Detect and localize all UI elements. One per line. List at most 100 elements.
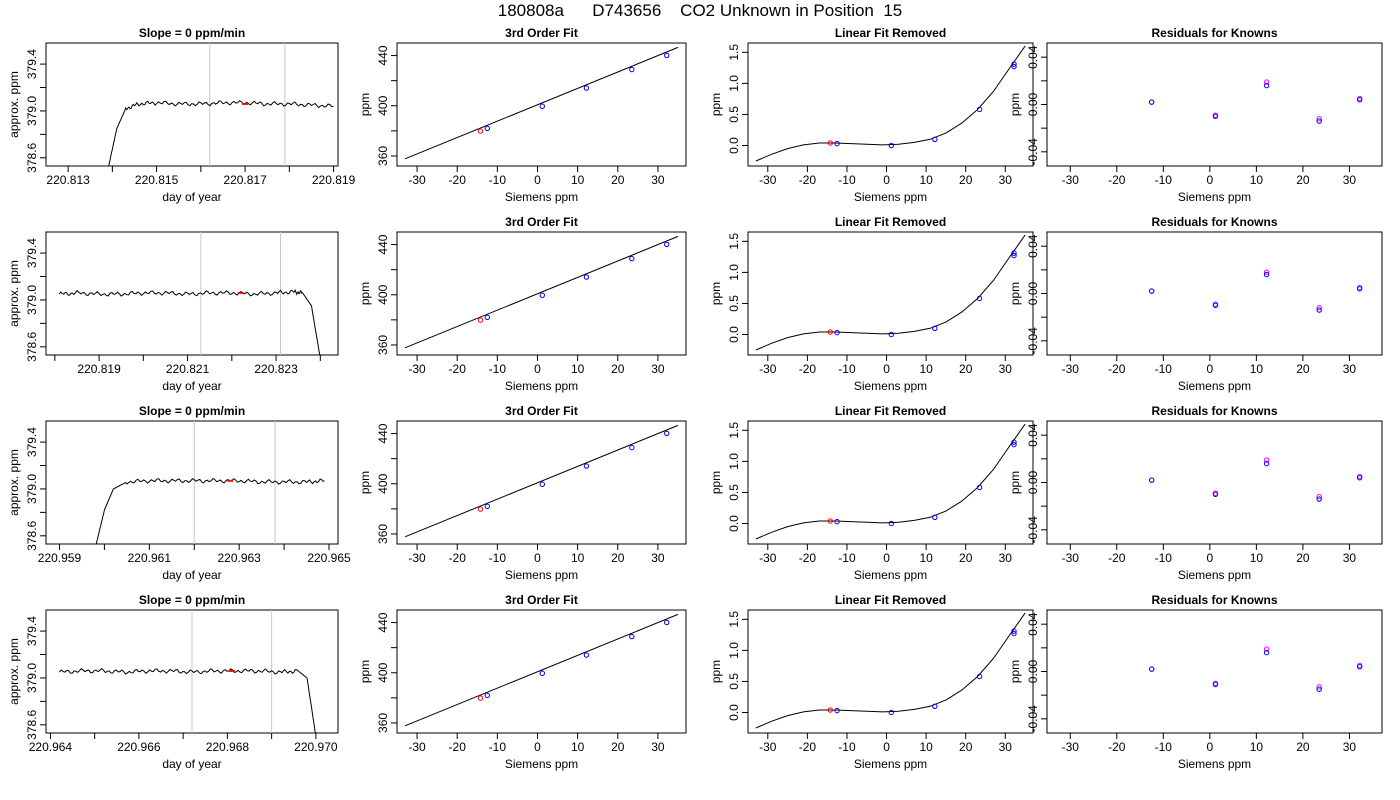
known-point (664, 619, 670, 626)
x-tick-label: 220.970 (294, 740, 338, 754)
panel-r2-c2: 3rd Order Fit -30 -20 -10 0 10 20 30 Siemens ppm… (358, 215, 687, 393)
x-axis-label: Siemens ppm (505, 190, 578, 204)
panel-title: 3rd Order Fit (505, 593, 578, 607)
x-axis-label: Siemens ppm (1178, 568, 1251, 582)
panel-title: Linear Fit Removed (835, 26, 946, 40)
panel-title: Residuals for Knowns (1151, 593, 1277, 607)
residual-point (1356, 664, 1363, 670)
y-tick-label: 0.5 (727, 295, 741, 312)
x-tick-label: 30 (999, 740, 1013, 754)
x-tick-label: 10 (1250, 362, 1264, 376)
plot-frame (396, 231, 687, 356)
known-point (484, 503, 491, 510)
residual-point (1316, 118, 1322, 124)
x-tick-label: 10 (571, 740, 585, 754)
x-tick-label: -20 (799, 362, 817, 376)
x-tick-label: -30 (1062, 740, 1080, 754)
x-tick-label: 20 (611, 551, 625, 565)
plot-frame (1046, 231, 1383, 356)
x-tick-label: 10 (919, 740, 933, 754)
y-axis-label: ppm (1008, 471, 1022, 494)
x-tick-label: -10 (838, 362, 856, 376)
y-tick-label: 400 (376, 473, 390, 493)
plot-area (404, 424, 679, 538)
plot-frame (1046, 420, 1383, 545)
y-tick-label: 379.0 (25, 663, 39, 693)
x-tick-label: 30 (651, 551, 665, 565)
y-tick-label: 1.0 (727, 75, 741, 92)
x-tick-label: -20 (799, 740, 817, 754)
y-tick-label: 378.6 (25, 142, 39, 172)
x-tick-label: 30 (651, 173, 665, 187)
panel-title: Residuals for Knowns (1151, 404, 1277, 418)
x-tick-label: 0 (1207, 173, 1214, 187)
x-tick-label: -30 (759, 740, 777, 754)
panel-r4-c4: Residuals for Knowns -30 -20 -10 0 10 20 30 Siem… (1008, 593, 1383, 771)
panel-r4-c2: 3rd Order Fit -30 -20 -10 0 10 20 30 Siemens ppm… (358, 593, 687, 771)
y-tick-label: 360 (376, 713, 390, 733)
panel-title: Linear Fit Removed (835, 215, 946, 229)
plot-area (1148, 646, 1363, 692)
x-tick-label: 0 (883, 173, 890, 187)
plot-area (755, 612, 1026, 729)
panel-r4-c3: Linear Fit Removed -30 -20 -10 0 10 20 30 Siemen… (709, 593, 1034, 771)
y-tick-label: 400 (376, 662, 390, 682)
panel-r2-c4: Residuals for Knowns -30 -20 -10 0 10 20 30 Siem… (1008, 215, 1383, 393)
fit-line (404, 46, 679, 160)
plot-area (1148, 457, 1363, 502)
x-tick-label: 20 (1296, 551, 1310, 565)
x-axis-label: Siemens ppm (854, 568, 927, 582)
residual-point (1263, 457, 1270, 463)
known-point (888, 331, 894, 338)
y-axis-label: ppm (1008, 660, 1022, 683)
x-tick-label: 20 (1296, 173, 1310, 187)
known-point (1011, 441, 1017, 448)
x-axis-label: day of year (162, 568, 221, 582)
panel-r2-c3: Linear Fit Removed -30 -20 -10 0 10 20 30 Siemen… (709, 215, 1034, 393)
residual-point (1212, 113, 1219, 120)
x-tick-label: -30 (408, 362, 426, 376)
x-tick-label: 0 (534, 740, 541, 754)
unknown-point (477, 695, 484, 701)
x-tick-label: 20 (1296, 362, 1310, 376)
y-tick-label: 0.04 (1026, 234, 1040, 258)
panel-title: 3rd Order Fit (505, 26, 578, 40)
x-axis-label: Siemens ppm (854, 757, 927, 771)
x-tick-label: 10 (571, 551, 585, 565)
known-point (834, 707, 840, 714)
known-point (1011, 628, 1017, 634)
x-tick-label: 10 (1250, 740, 1264, 754)
y-tick-label: 0.04 (1026, 45, 1040, 69)
x-tick-label: 220.968 (206, 740, 250, 754)
panel-title: Linear Fit Removed (835, 404, 946, 418)
x-tick-label: 30 (999, 551, 1013, 565)
x-tick-label: -30 (759, 173, 777, 187)
known-point (932, 136, 938, 142)
known-point (484, 314, 491, 321)
residual-point (1316, 115, 1322, 122)
x-axis-label: day of year (162, 379, 221, 393)
x-tick-label: 10 (1250, 173, 1264, 187)
x-tick-label: 0 (883, 362, 890, 376)
x-tick-label: 30 (999, 362, 1013, 376)
residual-point (1356, 97, 1363, 103)
known-point (629, 444, 635, 451)
y-tick-label: -0.04 (1026, 327, 1040, 355)
y-tick-label: 379.4 (25, 616, 39, 646)
y-tick-label: 440 (376, 45, 390, 65)
x-tick-label: -30 (408, 551, 426, 565)
y-tick-label: 1.5 (727, 44, 741, 61)
x-tick-label: -10 (489, 173, 507, 187)
y-tick-label: 0.00 (1026, 470, 1040, 494)
x-tick-label: -20 (799, 551, 817, 565)
y-tick-label: 379.4 (25, 238, 39, 268)
known-point (629, 633, 635, 640)
x-tick-label: 220.959 (38, 551, 82, 565)
known-point (834, 140, 840, 147)
y-tick-label: 379.0 (25, 96, 39, 126)
x-tick-label: 220.819 (312, 173, 356, 187)
x-tick-label: 10 (919, 362, 933, 376)
known-point (976, 673, 983, 680)
plot-area (404, 235, 679, 349)
y-tick-label: 440 (376, 423, 390, 443)
